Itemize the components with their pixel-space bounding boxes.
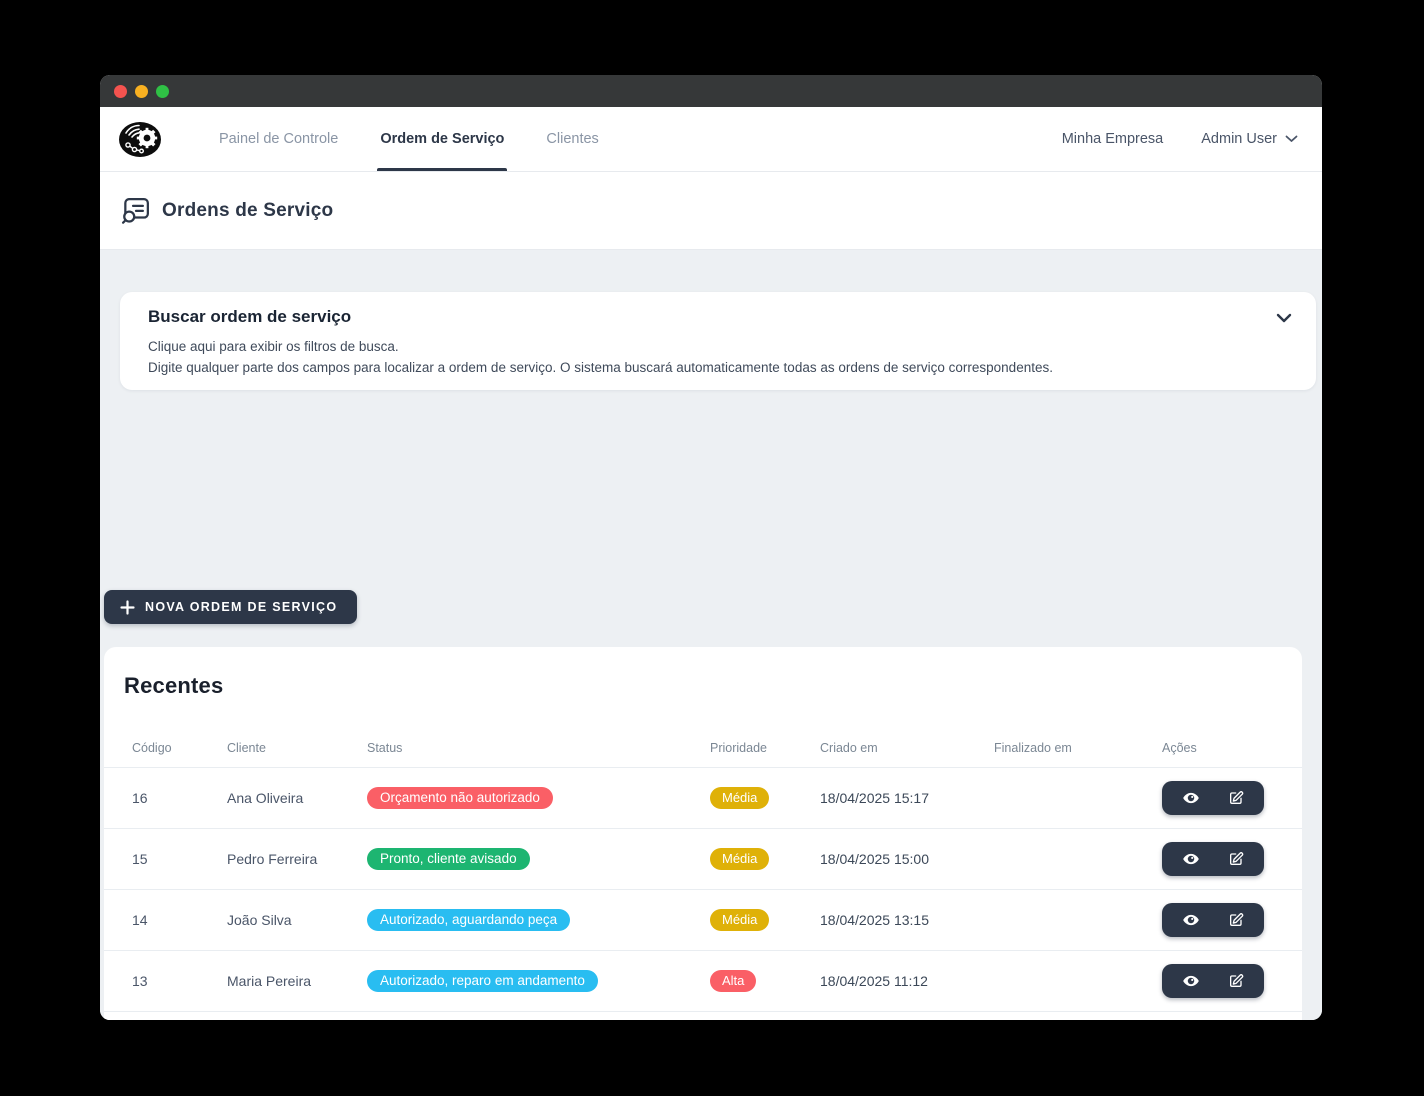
priority-pill: Média xyxy=(710,848,770,870)
app-window: Painel de Controle Ordem de Serviço Clie… xyxy=(100,75,1322,1020)
nav-tab-label: Clientes xyxy=(546,131,599,147)
column-header-acoes: Ações xyxy=(1162,741,1197,755)
page-header: Ordens de Serviço xyxy=(100,172,1322,250)
cell-cliente: Pedro Ferreira xyxy=(227,851,318,867)
cell-criado: 18/04/2025 15:17 xyxy=(820,790,929,806)
cell-cliente: Maria Pereira xyxy=(227,973,312,989)
edit-order-button[interactable] xyxy=(1221,783,1251,813)
nav-tabs: Painel de Controle Ordem de Serviço Clie… xyxy=(218,107,600,171)
row-actions xyxy=(1162,903,1264,937)
search-card-hint-2: Digite qualquer parte dos campos para lo… xyxy=(148,360,1053,375)
cell-codigo: 16 xyxy=(132,790,148,806)
plus-icon xyxy=(120,599,135,615)
cell-codigo: 13 xyxy=(132,973,148,989)
view-order-button[interactable] xyxy=(1176,905,1206,935)
pencil-square-icon xyxy=(1229,852,1243,865)
cell-criado: 18/04/2025 15:00 xyxy=(820,851,929,867)
page-title: Ordens de Serviço xyxy=(162,199,334,221)
nav-tab-label: Ordem de Serviço xyxy=(380,131,505,147)
table-row: 12 José Santos Aguardando autorização do… xyxy=(104,1011,1302,1020)
table-row: 13 Maria Pereira Autorizado, reparo em a… xyxy=(104,950,1302,1011)
table-body: 16 Ana Oliveira Orçamento não autorizado… xyxy=(104,767,1302,1020)
column-header-status: Status xyxy=(367,741,403,755)
nav-tab-label: Painel de Controle xyxy=(219,131,339,147)
close-window-button[interactable] xyxy=(114,84,127,98)
nav-tab-painel-de-controle[interactable]: Painel de Controle xyxy=(218,107,339,171)
content-area: Buscar ordem de serviço Clique aqui para… xyxy=(100,250,1322,1020)
user-menu[interactable]: Admin User xyxy=(1201,131,1298,147)
edit-order-button[interactable] xyxy=(1221,844,1251,874)
gear-circuit-logo-icon xyxy=(119,121,161,157)
priority-pill: Alta xyxy=(710,970,757,992)
orders-table: Código Cliente Status Prioridade Criado … xyxy=(104,729,1302,1020)
pencil-square-icon xyxy=(1229,913,1243,926)
recent-orders-card: Recentes Código Cliente Status Prioridad… xyxy=(104,647,1302,1020)
search-card-hint-1: Clique aqui para exibir os filtros de bu… xyxy=(148,339,399,354)
recent-section-title: Recentes xyxy=(124,673,224,698)
service-order-search-icon xyxy=(121,197,149,224)
column-header-prioridade: Prioridade xyxy=(710,741,767,755)
status-pill: Autorizado, aguardando peça xyxy=(367,908,571,932)
cell-cliente: João Silva xyxy=(227,912,292,928)
priority-pill: Média xyxy=(710,787,770,809)
pencil-square-icon xyxy=(1229,791,1243,804)
status-pill: Pronto, cliente avisado xyxy=(367,847,530,871)
cell-criado: 18/04/2025 13:15 xyxy=(820,912,929,928)
company-menu[interactable]: Minha Empresa xyxy=(1062,131,1164,147)
row-actions xyxy=(1162,964,1264,998)
chevron-down-icon xyxy=(1285,135,1298,142)
status-pill: Autorizado, reparo em andamento xyxy=(367,969,598,993)
column-header-criado-em: Criado em xyxy=(820,741,878,755)
cell-cliente: Ana Oliveira xyxy=(227,790,304,806)
expand-filters-button[interactable] xyxy=(1276,310,1292,328)
maximize-window-button[interactable] xyxy=(156,84,169,98)
table-row: 16 Ana Oliveira Orçamento não autorizado… xyxy=(104,767,1302,828)
pencil-square-icon xyxy=(1229,974,1243,987)
table-header-row: Código Cliente Status Prioridade Criado … xyxy=(104,729,1302,767)
search-filters-card[interactable]: Buscar ordem de serviço Clique aqui para… xyxy=(120,292,1316,390)
column-header-codigo: Código xyxy=(132,741,172,755)
cell-codigo: 14 xyxy=(132,912,148,928)
cell-codigo: 15 xyxy=(132,851,148,867)
search-card-title: Buscar ordem de serviço xyxy=(148,307,352,326)
row-actions xyxy=(1162,842,1264,876)
view-order-button[interactable] xyxy=(1176,966,1206,996)
table-row: 15 Pedro Ferreira Pronto, cliente avisad… xyxy=(104,828,1302,889)
table-row: 14 João Silva Autorizado, aguardando peç… xyxy=(104,889,1302,950)
company-label: Minha Empresa xyxy=(1061,131,1164,147)
view-order-button[interactable] xyxy=(1176,783,1206,813)
row-actions xyxy=(1162,781,1264,815)
edit-order-button[interactable] xyxy=(1221,905,1251,935)
new-order-button[interactable]: NOVA ORDEM DE SERVIÇO xyxy=(104,590,358,624)
eye-icon xyxy=(1182,792,1199,804)
eye-icon xyxy=(1182,975,1199,987)
chevron-down-icon xyxy=(1276,313,1292,323)
nav-tab-ordem-de-servico[interactable]: Ordem de Serviço xyxy=(377,107,508,171)
column-header-finalizado-em: Finalizado em xyxy=(994,741,1072,755)
status-pill: Orçamento não autorizado xyxy=(367,786,553,810)
eye-icon xyxy=(1182,914,1199,926)
priority-pill: Média xyxy=(710,909,770,931)
nav-right: Minha Empresa Admin User xyxy=(1062,107,1298,171)
view-order-button[interactable] xyxy=(1176,844,1206,874)
app-logo[interactable] xyxy=(118,107,162,171)
column-header-cliente: Cliente xyxy=(227,741,266,755)
new-order-button-label: NOVA ORDEM DE SERVIÇO xyxy=(145,600,338,614)
eye-icon xyxy=(1182,853,1199,865)
window-titlebar xyxy=(100,75,1322,107)
cell-criado: 18/04/2025 11:12 xyxy=(820,973,928,989)
minimize-window-button[interactable] xyxy=(135,84,148,98)
edit-order-button[interactable] xyxy=(1221,966,1251,996)
top-nav: Painel de Controle Ordem de Serviço Clie… xyxy=(100,107,1322,172)
user-label: Admin User xyxy=(1201,131,1277,147)
nav-tab-clientes[interactable]: Clientes xyxy=(545,107,599,171)
